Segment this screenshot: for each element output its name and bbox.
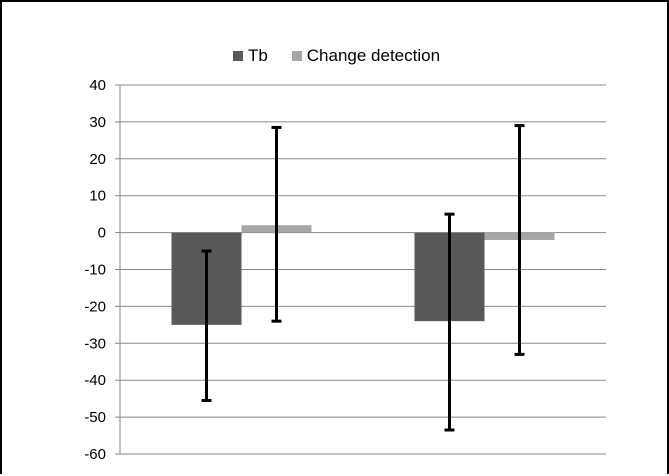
legend-label-tb: Tb xyxy=(247,46,268,65)
legend-label-change-detection: Change detection xyxy=(306,46,441,65)
y-tick-label: -40 xyxy=(84,372,106,389)
y-tick-label: -60 xyxy=(84,446,106,463)
y-tick-label: -20 xyxy=(84,298,106,315)
legend-item-change-detection: Change detection xyxy=(291,46,441,66)
y-tick-label: 0 xyxy=(98,225,106,242)
y-tick-label: -30 xyxy=(84,335,106,352)
legend: Tb Change detection xyxy=(2,46,669,66)
legend-swatch-tb xyxy=(232,51,243,61)
y-tick-label: -10 xyxy=(84,262,106,279)
legend-swatch-change-detection xyxy=(291,51,302,61)
y-tick-label: 30 xyxy=(89,114,106,131)
y-tick-label: 20 xyxy=(89,151,106,168)
y-tick-label: 10 xyxy=(89,188,106,205)
y-tick-label: 40 xyxy=(89,77,106,94)
y-tick-label: -50 xyxy=(84,409,106,426)
legend-item-tb: Tb xyxy=(232,46,268,66)
